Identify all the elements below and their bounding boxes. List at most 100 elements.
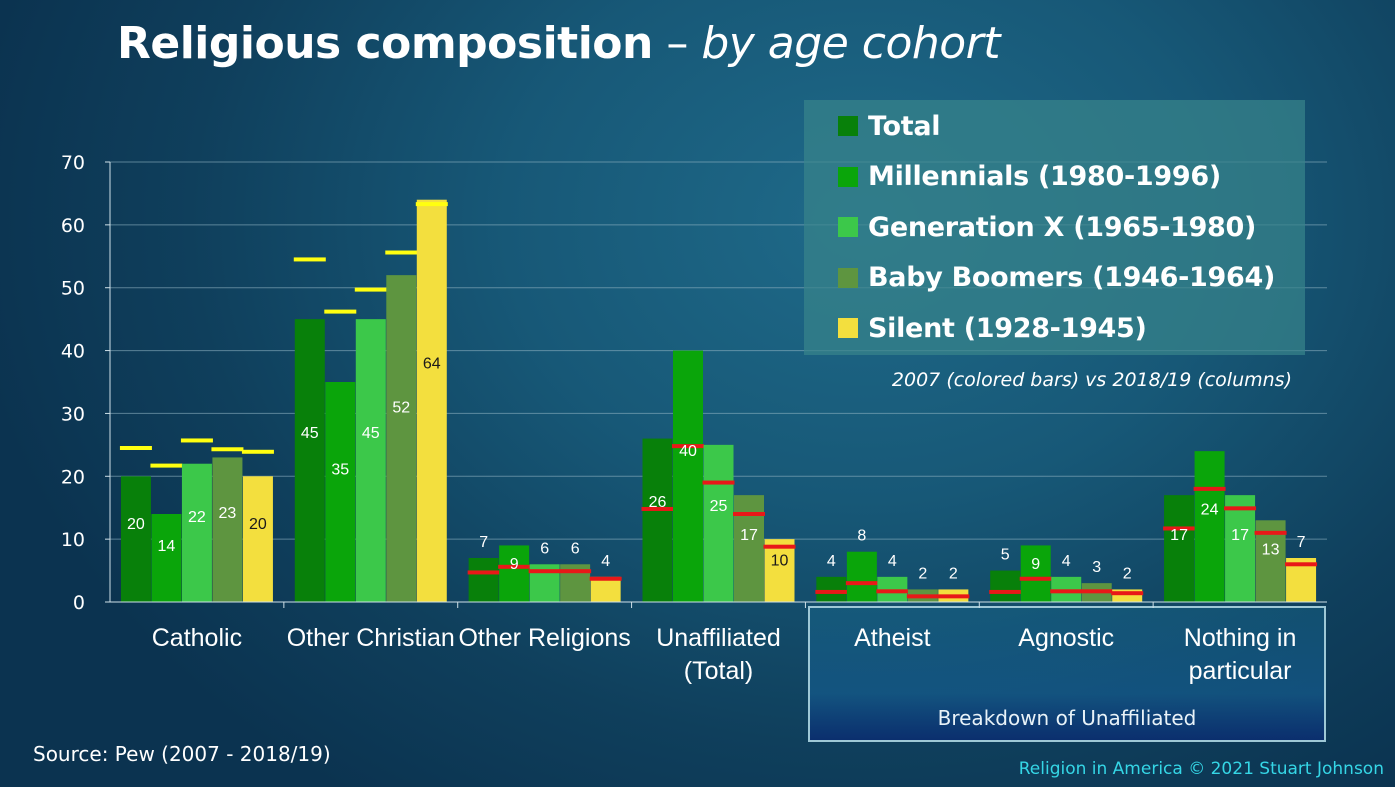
marker-2007-6-1: [1193, 486, 1226, 491]
y-tick-label-60: 60: [61, 215, 85, 237]
marker-2007-0-3: [211, 447, 244, 452]
marker-2007-2-1: [498, 564, 531, 569]
marker-2007-4-2: [876, 589, 909, 594]
value-label-5-2: 4: [1062, 553, 1071, 570]
y-tick-label-20: 20: [61, 466, 85, 488]
y-tick-label-70: 70: [61, 152, 85, 174]
marker-2007-2-4: [589, 576, 622, 581]
value-label-1-4: 64: [423, 356, 441, 373]
marker-2007-2-0: [467, 570, 500, 575]
value-label-4-2: 4: [888, 553, 897, 570]
title-separator: –: [652, 18, 702, 69]
bar-0-0: [120, 476, 151, 602]
y-tick-label-30: 30: [61, 403, 85, 425]
comparison-note: 2007 (colored bars) vs 2018/19 (columns): [891, 369, 1292, 391]
legend-label: Total: [868, 110, 941, 142]
marker-2007-3-0: [641, 506, 674, 511]
value-label-3-0: 26: [649, 494, 667, 511]
marker-2007-2-2: [528, 569, 561, 574]
marker-2007-6-0: [1163, 526, 1196, 531]
marker-2007-4-1: [845, 581, 878, 586]
bar-3-2: [703, 444, 734, 602]
marker-2007-5-0: [989, 589, 1022, 594]
value-label-5-3: 3: [1092, 559, 1101, 576]
marker-2007-6-3: [1254, 530, 1287, 535]
legend-label: Millennials (1980-1996): [868, 161, 1221, 192]
value-label-6-1: 24: [1201, 502, 1219, 519]
value-label-4-3: 2: [918, 565, 927, 582]
legend-swatch: [838, 217, 858, 237]
bar-6-1: [1194, 451, 1225, 602]
y-tick-label-40: 40: [61, 341, 85, 363]
value-label-5-1: 9: [1031, 556, 1040, 573]
bar-2-0: [468, 558, 499, 602]
unaffiliated-breakdown-box: [808, 606, 1326, 742]
bar-0-3: [212, 457, 243, 602]
value-label-0-3: 23: [219, 505, 237, 522]
title-subtitle: by age cohort: [701, 18, 1001, 69]
bar-6-0: [1164, 495, 1195, 602]
category-label-3-line-0: Unaffiliated: [656, 624, 781, 652]
bar-3-1: [673, 350, 703, 602]
marker-2007-4-4: [937, 594, 970, 599]
marker-2007-0-4: [241, 449, 274, 454]
category-label-6-line-0: Nothing in: [1184, 624, 1297, 652]
value-label-1-0: 45: [301, 425, 319, 442]
bar-3-4: [764, 539, 795, 602]
marker-2007-1-1: [324, 309, 357, 314]
bar-0-4: [242, 476, 273, 602]
value-label-0-2: 22: [188, 509, 206, 526]
value-label-2-3: 6: [571, 540, 580, 557]
legend: Total Millennials (1980-1996) Generation X…: [804, 100, 1305, 355]
marker-2007-4-0: [815, 589, 848, 594]
marker-2007-5-4: [1111, 591, 1144, 596]
bar-0-1: [151, 514, 182, 602]
category-label-5: Agnostic: [1018, 624, 1114, 652]
legend-item: Millennials (1980-1996): [838, 157, 1221, 197]
value-label-4-0: 4: [827, 553, 836, 570]
value-label-6-3: 13: [1262, 542, 1280, 559]
value-label-6-0: 17: [1170, 527, 1188, 544]
marker-2007-3-4: [763, 544, 796, 549]
y-tick-label-10: 10: [61, 529, 85, 551]
legend-swatch: [838, 166, 858, 187]
marker-2007-3-1: [672, 444, 704, 449]
bar-0-2: [181, 463, 212, 602]
bar-1-1: [325, 382, 356, 602]
value-label-3-2: 25: [710, 498, 728, 515]
source-note: Source: Pew (2007 - 2018/19): [33, 742, 331, 766]
marker-2007-6-2: [1224, 506, 1257, 511]
breakdown-label: Breakdown of Unaffiliated: [937, 706, 1197, 730]
category-label-6-line-1: particular: [1189, 657, 1292, 685]
marker-2007-1-2: [354, 287, 387, 292]
marker-2007-0-1: [150, 463, 183, 468]
legend-label: Silent (1928-1945): [868, 312, 1147, 344]
value-label-3-4: 10: [771, 553, 789, 570]
value-label-2-0: 7: [479, 534, 488, 551]
value-label-6-4: 7: [1297, 534, 1306, 551]
value-label-5-0: 5: [1001, 547, 1010, 564]
bar-3-0: [642, 438, 673, 602]
bar-5-0: [990, 570, 1021, 602]
value-label-0-0: 20: [127, 516, 145, 533]
marker-2007-1-0: [293, 257, 326, 262]
legend-label: Baby Boomers (1946-1964): [868, 262, 1276, 293]
bar-2-4: [590, 576, 621, 602]
y-tick-label-0: 0: [73, 592, 85, 614]
marker-2007-5-2: [1050, 589, 1083, 594]
category-label-2: Other Religions: [458, 624, 630, 652]
value-label-0-4: 20: [249, 516, 267, 533]
legend-item: Total: [838, 106, 941, 146]
marker-2007-6-4: [1285, 562, 1318, 567]
value-label-4-1: 8: [857, 528, 866, 545]
value-label-6-2: 17: [1231, 527, 1249, 544]
y-tick-label-50: 50: [61, 278, 85, 300]
bar-2-1: [499, 545, 530, 602]
marker-2007-4-3: [906, 594, 939, 599]
marker-2007-5-1: [1019, 576, 1052, 581]
category-label-3-line-1: (Total): [684, 657, 753, 685]
legend-swatch: [838, 318, 858, 338]
value-label-2-4: 4: [601, 553, 610, 570]
legend-label: Generation X (1965-1980): [868, 211, 1257, 243]
